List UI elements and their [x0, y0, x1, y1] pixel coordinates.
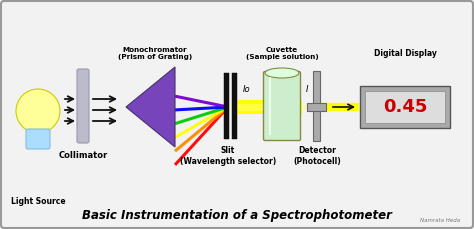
Ellipse shape: [265, 68, 299, 78]
Text: Io: Io: [243, 85, 251, 93]
FancyBboxPatch shape: [360, 86, 450, 128]
Text: Collimator: Collimator: [58, 152, 108, 161]
Bar: [232, 73, 237, 139]
Text: I: I: [306, 85, 308, 93]
Circle shape: [16, 89, 60, 133]
FancyBboxPatch shape: [77, 69, 89, 143]
Text: Monochromator
(Prism of Grating): Monochromator (Prism of Grating): [118, 47, 192, 60]
FancyBboxPatch shape: [365, 91, 445, 123]
Text: 0.45: 0.45: [383, 98, 427, 116]
Text: Cuvette
(Sample solution): Cuvette (Sample solution): [246, 47, 319, 60]
Bar: [307, 103, 326, 111]
Text: Detector
(Photocell): Detector (Photocell): [293, 146, 341, 166]
Text: Light Source: Light Source: [11, 196, 65, 205]
Polygon shape: [126, 67, 175, 147]
FancyBboxPatch shape: [26, 129, 50, 149]
Bar: [224, 73, 229, 139]
FancyBboxPatch shape: [264, 71, 301, 141]
Text: Digital Display: Digital Display: [374, 49, 437, 58]
Text: Slit
(Wavelength selector): Slit (Wavelength selector): [180, 146, 276, 166]
Text: Namrata Heda: Namrata Heda: [420, 218, 460, 224]
Bar: [313, 71, 320, 141]
Text: Basic Instrumentation of a Spectrophotometer: Basic Instrumentation of a Spectrophotom…: [82, 208, 392, 221]
